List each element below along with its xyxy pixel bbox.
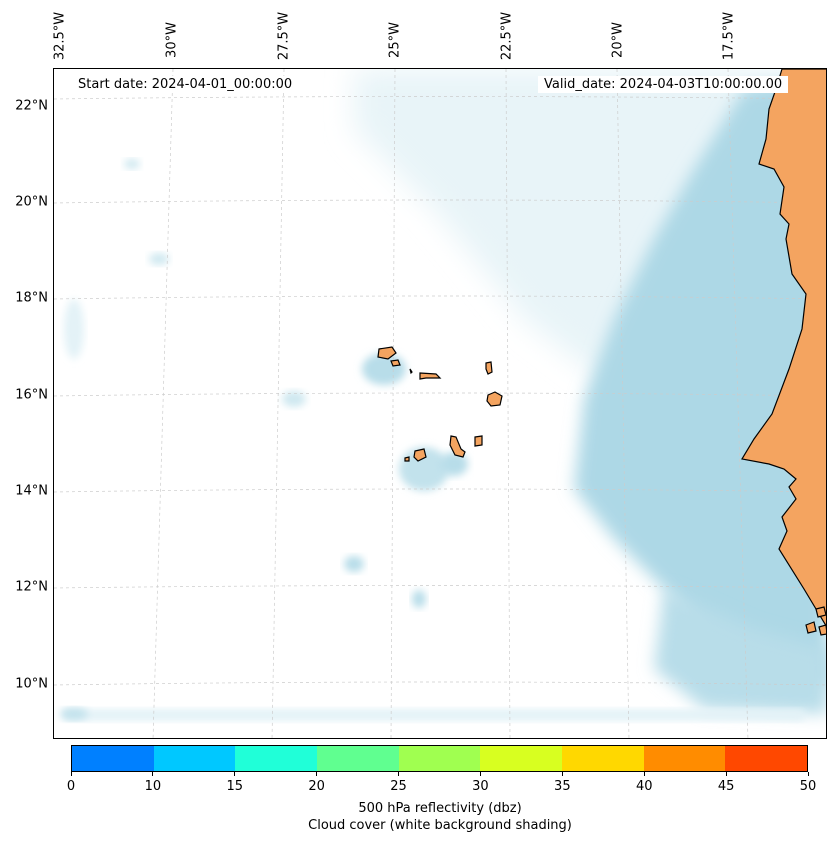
- gridline-lat-14n: [54, 488, 826, 493]
- lat-label-14n: 14°N: [15, 483, 48, 499]
- colorbar-tick-label: 20: [308, 779, 325, 794]
- island-bissagos-3: [818, 624, 826, 636]
- island-santa-luzia: [409, 368, 413, 375]
- colorbar-segment-2: [235, 746, 318, 771]
- colorbar-tick: [70, 772, 72, 776]
- island-sal: [485, 361, 493, 375]
- gridline-lon-17-5w: [727, 69, 749, 738]
- colorbar-tick-label: 50: [799, 779, 817, 794]
- gridline-lat-22n: [54, 96, 826, 100]
- cloud-patch-west: [64, 299, 84, 359]
- colorbar-tick-label: 10: [144, 779, 162, 794]
- gridline-lon-25w: [390, 69, 396, 738]
- lon-label-25w: 25°W: [387, 22, 403, 58]
- colorbar-segment-5: [480, 746, 563, 771]
- gridline-lat-18n: [54, 295, 826, 300]
- colorbar-tick: [643, 772, 645, 776]
- lon-label-32-5w: 32.5°W: [52, 11, 68, 61]
- island-santiago: [449, 435, 466, 458]
- colorbar-tick-label: 25: [390, 779, 407, 794]
- colorbar-segment-0: [72, 746, 154, 771]
- cloud-patch-central: [440, 452, 468, 476]
- gridline-lon-30w: [152, 69, 174, 738]
- gridline-lat-16n: [54, 392, 826, 397]
- lat-label-22n: 22°N: [15, 98, 48, 114]
- lat-label-12n: 12°N: [15, 579, 48, 595]
- lon-label-30w: 30°W: [164, 22, 180, 58]
- cloud-strip-south: [64, 709, 804, 721]
- colorbar-segment-3: [317, 746, 399, 771]
- colorbar-segment-4: [398, 746, 481, 771]
- island-sao-vicente: [390, 359, 401, 367]
- valid-date-label: Valid_date: 2024-04-03T10:00:00.00: [538, 76, 789, 93]
- lat-label-18n: 18°N: [15, 290, 48, 306]
- colorbar-tick-label: 15: [226, 779, 244, 794]
- colorbar-tick-label: 40: [635, 779, 653, 794]
- gridline-lon-27-5w: [271, 69, 285, 738]
- cloud-patch-a: [344, 556, 364, 572]
- colorbar-label: 500 hPa reflectivity (dbz): [358, 801, 522, 816]
- colorbar-tick-label: 35: [554, 779, 571, 794]
- land-west-africa: [741, 69, 826, 627]
- lon-label-22-5w: 22.5°W: [499, 11, 515, 61]
- colorbar-tick-label: 30: [472, 779, 489, 794]
- colorbar-tick: [561, 772, 563, 776]
- cloud-cover-layer: [60, 69, 826, 721]
- colorbar-tick-label: 45: [717, 779, 735, 794]
- bissagos-islands: [805, 606, 826, 636]
- cloud-patch-f: [60, 708, 88, 720]
- lat-label-10n: 10°N: [15, 676, 48, 692]
- lat-label-20n: 20°N: [15, 194, 48, 210]
- reflectivity-colorbar: [71, 745, 808, 772]
- cape-verde-islands: [377, 346, 503, 462]
- gridlines: [54, 69, 826, 738]
- gridline-lat-12n: [54, 585, 826, 589]
- gridline-lat-20n: [54, 199, 826, 204]
- cloud-patch-b: [412, 590, 426, 608]
- cloud-band-east: [574, 79, 826, 689]
- colorbar-tick: [152, 772, 154, 776]
- island-bissagos-1: [815, 606, 826, 618]
- colorbar-segment-8: [725, 746, 808, 771]
- colorbar-tick: [234, 772, 236, 776]
- lat-label-16n: 16°N: [15, 387, 48, 403]
- island-santo-antao: [377, 346, 397, 360]
- island-boa-vista: [486, 391, 503, 407]
- colorbar-tick: [479, 772, 481, 776]
- cloud-band-southeast: [654, 589, 826, 714]
- island-sao-nicolau: [419, 372, 442, 380]
- gridline-lon-20w: [616, 69, 630, 738]
- cloud-patch-c: [282, 391, 306, 407]
- island-brava: [404, 456, 410, 462]
- colorbar-tick-label: 0: [66, 779, 76, 794]
- island-maio: [474, 435, 483, 447]
- colorbar-segment-1: [153, 746, 236, 771]
- colorbar-tick: [316, 772, 318, 776]
- island-bissagos-2: [805, 621, 817, 634]
- lon-label-17-5w: 17.5°W: [721, 11, 737, 61]
- colorbar-segment-6: [562, 746, 644, 771]
- cloud-patch-e: [149, 253, 169, 265]
- cloud-cape-verde-south: [399, 447, 449, 491]
- colorbar-segment-7: [643, 746, 726, 771]
- gridline-lat-10n: [54, 681, 826, 686]
- map-canvas: [54, 69, 826, 738]
- gridline-lon-22-5w: [505, 69, 511, 738]
- cloud-patch-d: [124, 159, 140, 169]
- colorbar-sublabel: Cloud cover (white background shading): [308, 818, 572, 833]
- map-panel[interactable]: [53, 68, 827, 739]
- lon-label-27-5w: 27.5°W: [276, 11, 292, 61]
- start-date-label: Start date: 2024-04-01_00:00:00: [72, 76, 299, 93]
- island-fogo: [413, 448, 427, 462]
- colorbar-tick: [398, 772, 400, 776]
- lon-label-20w: 20°W: [610, 22, 626, 58]
- colorbar-tick: [807, 772, 809, 776]
- colorbar-tick: [725, 772, 727, 776]
